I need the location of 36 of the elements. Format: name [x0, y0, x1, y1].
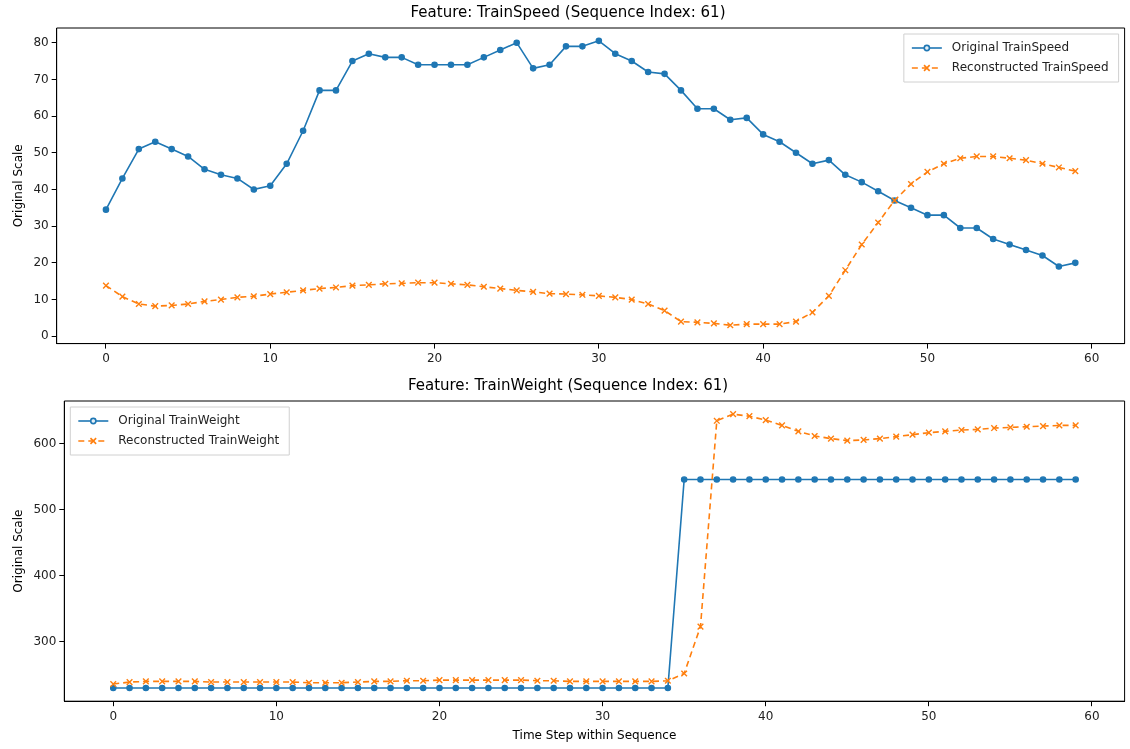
x-tick-label: 10 [262, 350, 278, 365]
legend-label: Reconstructed TrainSpeed [951, 60, 1109, 75]
y-axis-title: Original Scale [11, 509, 26, 593]
y-tick-label: 50 [33, 144, 49, 159]
y-tick-label: 300 [33, 633, 57, 648]
x-tick-label: 30 [594, 708, 611, 723]
y-tick-label: 60 [33, 108, 49, 123]
y-tick-label: 10 [33, 291, 49, 306]
y-tick-label: 0 [41, 328, 49, 343]
y-tick-label: 500 [33, 501, 57, 516]
x-tick-label: 30 [591, 350, 607, 365]
legend-label: Reconstructed TrainWeight [118, 433, 280, 448]
y-tick-label: 70 [33, 71, 49, 86]
y-tick-label: 20 [33, 254, 49, 269]
x-tick-label: 40 [755, 350, 771, 365]
x-tick-label: 40 [758, 708, 774, 723]
y-axis-title: Original Scale [11, 144, 26, 228]
y-tick-label: 80 [33, 34, 49, 49]
y-tick-label: 30 [33, 218, 49, 233]
x-tick-label: 20 [431, 708, 448, 723]
x-tick-label: 0 [102, 350, 110, 365]
x-axis-title: Time Step within Sequence [511, 727, 677, 742]
x-tick-label: 20 [426, 350, 443, 365]
chart-title: Feature: TrainSpeed (Sequence Index: 61) [410, 2, 726, 21]
y-tick-label: 400 [33, 567, 57, 582]
x-tick-label: 50 [921, 708, 937, 723]
x-tick-label: 60 [1084, 350, 1100, 365]
x-tick-label: 0 [109, 708, 118, 723]
x-tick-label: 60 [1084, 708, 1100, 723]
chart-title: Feature: TrainWeight (Sequence Index: 61) [407, 375, 729, 394]
x-tick-label: 10 [268, 708, 284, 723]
y-tick-label: 40 [33, 181, 49, 196]
y-tick-label: 600 [33, 436, 57, 451]
legend-label: Original TrainWeight [118, 413, 240, 428]
legend-label: Original TrainSpeed [951, 40, 1070, 55]
x-tick-label: 50 [919, 350, 936, 365]
